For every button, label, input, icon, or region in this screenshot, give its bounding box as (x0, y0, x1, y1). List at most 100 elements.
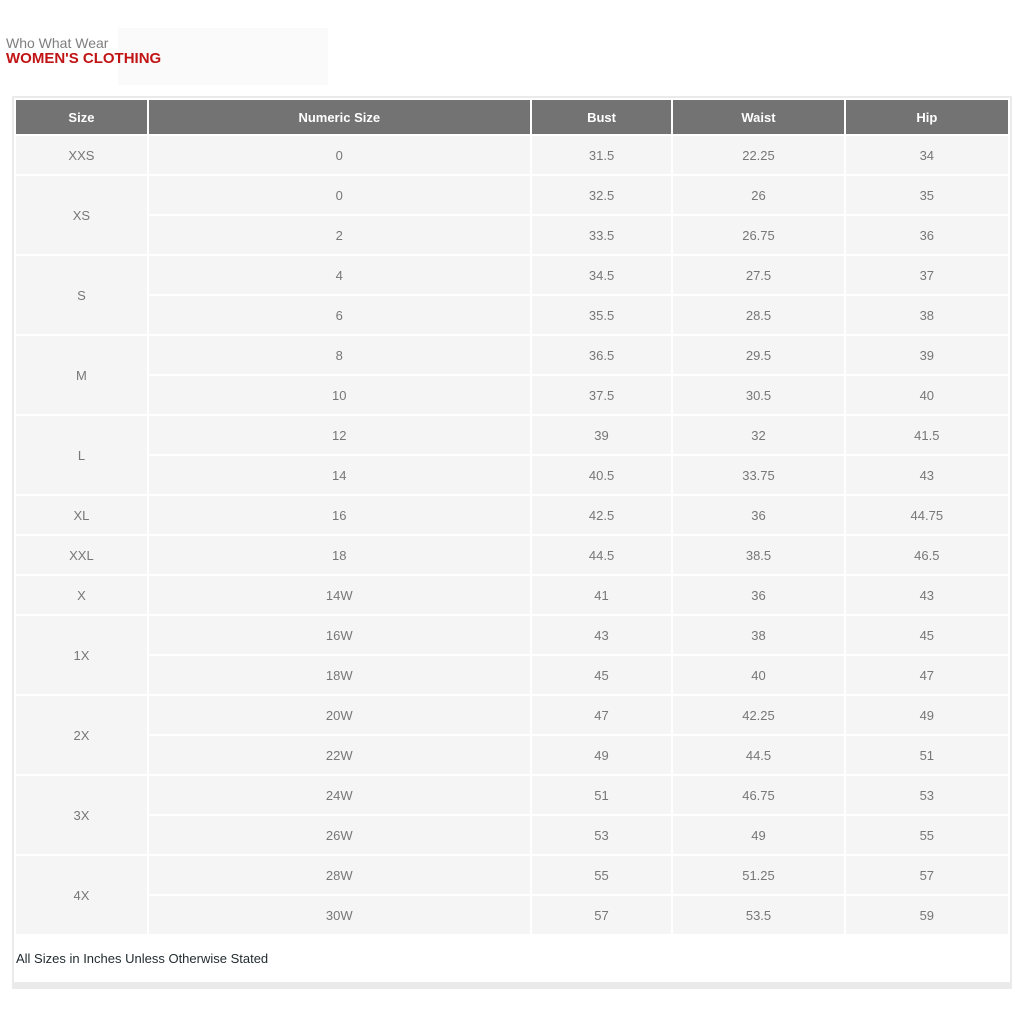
size-label-cell: XXS (16, 136, 147, 174)
numeric-size-cell: 24W (148, 776, 530, 814)
table-row: 6 35.5 28.5 38 (16, 296, 1008, 334)
numeric-size-cell: 14 (148, 456, 530, 494)
hip-cell: 55 (845, 816, 1008, 854)
waist-cell: 22.25 (673, 136, 844, 174)
waist-cell: 33.75 (673, 456, 844, 494)
brand-header: Who What Wear WOMEN'S CLOTHING (0, 0, 1024, 96)
size-label-cell: 4X (16, 856, 147, 934)
bust-cell: 34.5 (531, 256, 672, 294)
table-row: XXL 18 44.5 38.5 46.5 (16, 536, 1008, 574)
numeric-size-cell: 22W (148, 736, 530, 774)
numeric-size-cell: 0 (148, 136, 530, 174)
hip-cell: 43 (845, 456, 1008, 494)
waist-cell: 38 (673, 616, 844, 654)
units-note: All Sizes in Inches Unless Otherwise Sta… (14, 936, 1010, 982)
hip-cell: 41.5 (845, 416, 1008, 454)
table-row: L 12 39 32 41.5 (16, 416, 1008, 494)
hip-cell: 36 (845, 216, 1008, 254)
waist-cell: 36 (673, 496, 844, 534)
size-label-cell: XL (16, 496, 147, 534)
size-label-cell: XS (16, 176, 147, 254)
bust-cell: 37.5 (531, 376, 672, 414)
waist-cell: 29.5 (673, 336, 844, 374)
hip-cell: 57 (845, 856, 1008, 894)
table-row: 18W 45 40 47 (16, 656, 1008, 694)
hip-cell: 47 (845, 656, 1008, 694)
table-row: X 14W 41 36 43 (16, 576, 1008, 614)
table-row: 10 37.5 30.5 40 (16, 376, 1008, 414)
hip-cell: 51 (845, 736, 1008, 774)
table-row: 30W 57 53.5 59 (16, 896, 1008, 934)
bust-cell: 40.5 (531, 456, 672, 494)
bust-cell: 55 (531, 856, 672, 894)
waist-cell: 38.5 (673, 536, 844, 574)
waist-cell: 53.5 (673, 896, 844, 934)
hip-cell: 39 (845, 336, 1008, 374)
department-title: WOMEN'S CLOTHING (6, 50, 162, 67)
table-row: M 8 36.5 29.5 39 (16, 336, 1008, 414)
waist-cell: 46.75 (673, 776, 844, 814)
hip-cell: 53 (845, 776, 1008, 814)
hip-cell: 49 (845, 696, 1008, 734)
numeric-size-cell: 12 (148, 416, 530, 454)
numeric-size-cell: 28W (148, 856, 530, 894)
bust-cell: 42.5 (531, 496, 672, 534)
bust-cell: 35.5 (531, 296, 672, 334)
table-row: XS 0 32.5 26 35 (16, 176, 1008, 254)
size-chart-container: Size Numeric Size Bust Waist Hip XXS 0 31.5 22.… (12, 96, 1012, 989)
bust-cell: 33.5 (531, 216, 672, 254)
bust-cell: 47 (531, 696, 672, 734)
hip-cell: 44.75 (845, 496, 1008, 534)
numeric-size-cell: 26W (148, 816, 530, 854)
waist-cell: 32 (673, 416, 844, 454)
numeric-size-cell: 10 (148, 376, 530, 414)
waist-cell: 27.5 (673, 256, 844, 294)
table-row: 26W 53 49 55 (16, 816, 1008, 854)
table-row: 4X 28W 55 51.25 57 (16, 856, 1008, 934)
size-label-cell: S (16, 256, 147, 334)
table-row: 2 33.5 26.75 36 (16, 216, 1008, 254)
size-chart-table: Size Numeric Size Bust Waist Hip XXS 0 31.5 22.… (14, 98, 1010, 936)
size-label-cell: XXL (16, 536, 147, 574)
bust-cell: 32.5 (531, 176, 672, 214)
column-header-hip: Hip (845, 100, 1008, 134)
numeric-size-cell: 0 (148, 176, 530, 214)
waist-cell: 26.75 (673, 216, 844, 254)
waist-cell: 42.25 (673, 696, 844, 734)
size-label-cell: 3X (16, 776, 147, 854)
table-row: 14 40.5 33.75 43 (16, 456, 1008, 494)
table-row: XXS 0 31.5 22.25 34 (16, 136, 1008, 174)
brand-header-background (118, 28, 328, 85)
hip-cell: 46.5 (845, 536, 1008, 574)
column-header-waist: Waist (673, 100, 844, 134)
size-label-cell: 2X (16, 696, 147, 774)
bust-cell: 49 (531, 736, 672, 774)
table-row: S 4 34.5 27.5 37 (16, 256, 1008, 334)
hip-cell: 45 (845, 616, 1008, 654)
numeric-size-cell: 8 (148, 336, 530, 374)
numeric-size-cell: 18 (148, 536, 530, 574)
hip-cell: 40 (845, 376, 1008, 414)
table-row: 2X 20W 47 42.25 49 (16, 696, 1008, 774)
waist-cell: 51.25 (673, 856, 844, 894)
bust-cell: 57 (531, 896, 672, 934)
numeric-size-cell: 30W (148, 896, 530, 934)
size-label-cell: M (16, 336, 147, 414)
bust-cell: 45 (531, 656, 672, 694)
bust-cell: 36.5 (531, 336, 672, 374)
column-header-numeric-size: Numeric Size (148, 100, 530, 134)
numeric-size-cell: 16 (148, 496, 530, 534)
numeric-size-cell: 20W (148, 696, 530, 734)
column-header-bust: Bust (531, 100, 672, 134)
size-label-cell: L (16, 416, 147, 494)
waist-cell: 49 (673, 816, 844, 854)
brand-name: Who What Wear (6, 35, 109, 51)
bust-cell: 39 (531, 416, 672, 454)
table-row: 22W 49 44.5 51 (16, 736, 1008, 774)
numeric-size-cell: 18W (148, 656, 530, 694)
hip-cell: 38 (845, 296, 1008, 334)
numeric-size-cell: 4 (148, 256, 530, 294)
waist-cell: 40 (673, 656, 844, 694)
hip-cell: 37 (845, 256, 1008, 294)
